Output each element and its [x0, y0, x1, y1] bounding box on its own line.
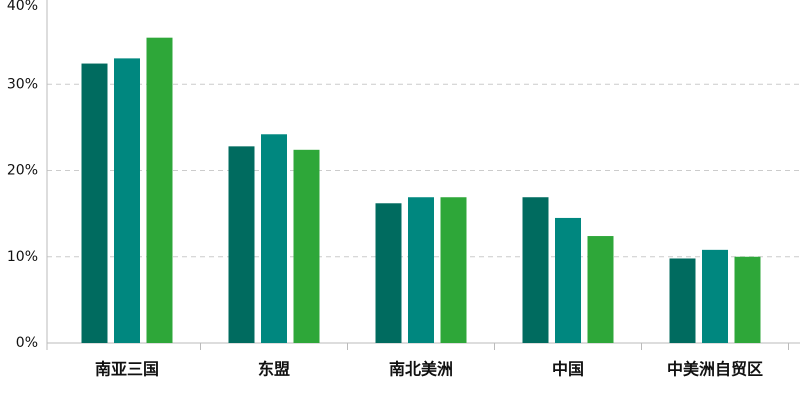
bar — [669, 258, 696, 343]
y-tick-label: 10% — [7, 249, 38, 265]
bar — [146, 37, 173, 344]
y-tick-label: 20% — [7, 163, 38, 179]
bar — [228, 146, 255, 343]
x-tick-label: 东盟 — [258, 360, 290, 379]
x-tick-label: 南北美洲 — [389, 360, 453, 379]
bar — [81, 63, 108, 344]
bar — [261, 134, 287, 343]
x-tick-label: 中美洲自贸区 — [667, 360, 763, 379]
bar — [293, 149, 320, 343]
y-tick-label: 0% — [16, 335, 38, 351]
y-tick-label: 30% — [7, 76, 38, 92]
bar — [114, 58, 140, 343]
y-tick-label: 40% — [7, 0, 38, 14]
x-tick-label: 中国 — [552, 360, 584, 379]
bar — [555, 217, 581, 343]
bar — [375, 203, 402, 343]
bar — [734, 256, 761, 343]
bar — [440, 197, 467, 343]
bar — [408, 197, 434, 343]
x-tick-label: 南亚三国 — [95, 360, 159, 379]
bar — [702, 249, 728, 343]
bar — [522, 197, 549, 343]
bar — [587, 236, 614, 343]
